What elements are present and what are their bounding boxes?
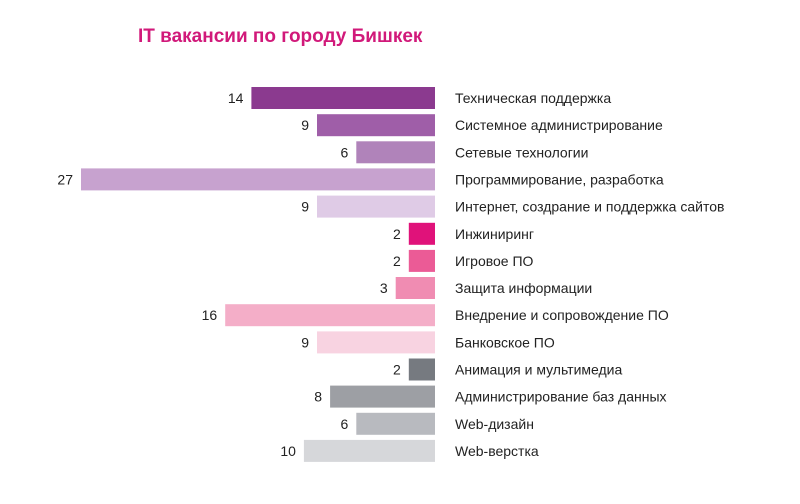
bar-value-label: 16: [202, 307, 218, 323]
bar: [317, 114, 435, 137]
bar-value-label: 27: [57, 171, 73, 187]
category-label: Техническая поддержка: [455, 90, 611, 106]
bar-value-label: 9: [301, 334, 309, 350]
category-label: Программирование, разработка: [455, 171, 664, 187]
category-label: Игровое ПО: [455, 253, 534, 269]
bar: [408, 358, 435, 381]
category-label: Web-верстка: [455, 443, 539, 459]
bar: [356, 412, 435, 435]
category-label: Системное администрирование: [455, 117, 663, 133]
category-label: Интернет, создрание и поддержка сайтов: [455, 199, 724, 215]
bar: [251, 87, 435, 109]
bar-value-label: 2: [393, 253, 401, 269]
bar: [395, 277, 435, 299]
bar: [330, 385, 435, 408]
chart-title: IT вакансии по городу Бишкек: [138, 26, 423, 47]
bar: [225, 304, 435, 327]
bar: [408, 222, 435, 245]
bar: [317, 195, 435, 218]
category-label: Анимация и мультимедиа: [455, 362, 622, 378]
bar-value-label: 6: [341, 416, 349, 432]
bar: [303, 439, 435, 462]
bar-value-label: 10: [280, 443, 296, 459]
bar-value-label: 8: [314, 389, 322, 405]
category-label: Банковское ПО: [455, 334, 555, 350]
category-label: Сетевые технологии: [455, 144, 588, 160]
category-label: Web-дизайн: [455, 416, 534, 432]
category-label: Защита информации: [455, 280, 592, 296]
bar-value-label: 9: [301, 199, 309, 215]
bar: [81, 168, 435, 191]
bar-value-label: 6: [341, 144, 349, 160]
bar-value-label: 2: [393, 226, 401, 242]
bar-value-label: 2: [393, 362, 401, 378]
category-label: Администрирование баз данных: [455, 389, 667, 405]
category-label: Инжиниринг: [455, 226, 534, 242]
bar-value-label: 3: [380, 280, 388, 296]
bar-value-label: 14: [228, 90, 244, 106]
bar: [356, 141, 435, 164]
bar-value-label: 9: [301, 117, 309, 133]
bar: [408, 249, 435, 272]
category-label: Внедрение и сопровождение ПО: [455, 307, 669, 323]
bar: [317, 331, 435, 354]
